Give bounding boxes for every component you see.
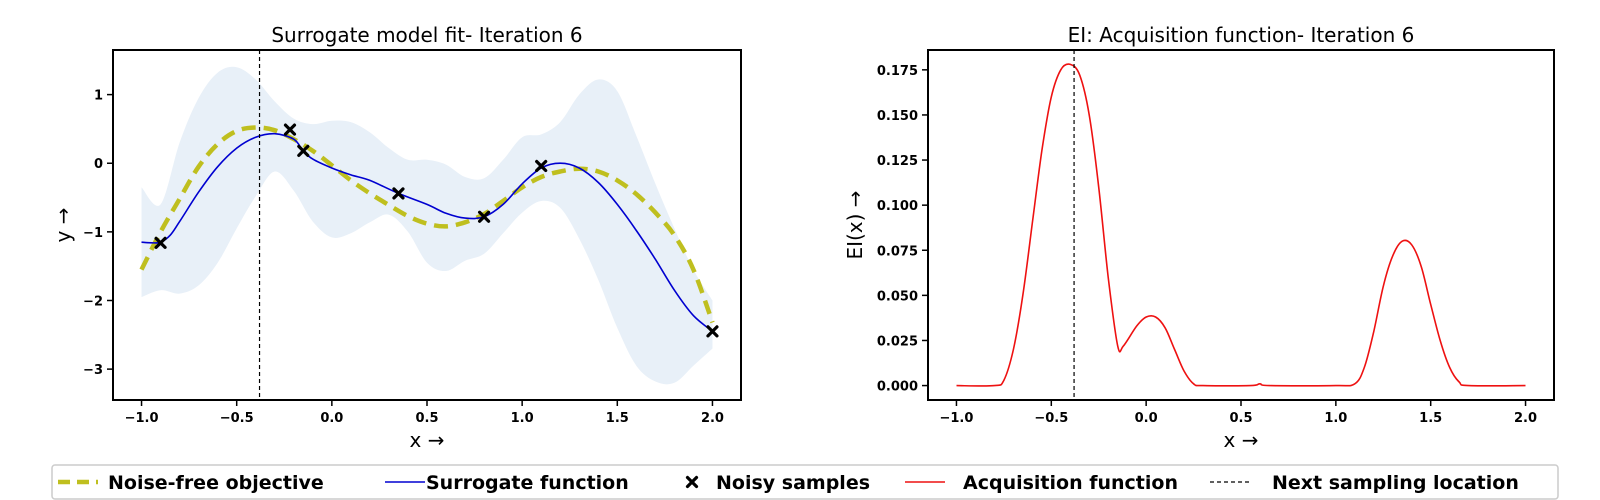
acquisition-y-tick-label: 0.175 [877, 64, 918, 79]
legend-item: Next sampling location [1210, 472, 1519, 494]
uncertainty-band-layer [141, 66, 713, 385]
acquisition-plot: EI: Acquisition function- Iteration 6 −1… [843, 23, 1555, 452]
noise-free-objective-line [139, 125, 715, 324]
noisy-sample-marker [154, 236, 167, 249]
surrogate-x-axis-label: x → [410, 428, 445, 452]
surrogate-x-ticks: −1.0 −0.5 0.0 0.5 1.0 1.5 2.0 [125, 400, 724, 426]
acquisition-x-tick-label: 0.0 [1135, 411, 1158, 426]
surrogate-y-tick-label: 0 [94, 157, 103, 172]
acquisition-y-tick-label: 0.025 [877, 334, 918, 349]
legend-label: Noise-free objective [108, 472, 324, 494]
acquisition-series-layer [956, 50, 1526, 400]
surrogate-x-tick-label: 1.5 [606, 411, 629, 426]
acquisition-y-tick-label: 0.125 [877, 154, 918, 169]
acquisition-x-tick-label: 1.0 [1324, 411, 1347, 426]
legend-item: Acquisition function [905, 472, 1178, 494]
acquisition-y-tick-label: 0.000 [877, 380, 918, 395]
acquisition-y-tick-label: 0.050 [877, 289, 918, 304]
acquisition-y-tick-label: 0.150 [877, 109, 918, 124]
surrogate-x-tick-label: 0.0 [320, 411, 343, 426]
noisy-sample-marker [477, 210, 491, 223]
legend-item: Surrogate function [385, 472, 629, 494]
noisy-sample-marker [297, 144, 310, 157]
surrogate-x-tick-label: 1.0 [511, 411, 534, 426]
legend-label: Acquisition function [963, 472, 1178, 494]
acquisition-x-tick-label: 2.0 [1514, 411, 1537, 426]
surrogate-x-tick-label: 2.0 [701, 411, 724, 426]
acquisition-x-axis-label: x → [1224, 428, 1259, 452]
acquisition-x-tick-label: 0.5 [1229, 411, 1252, 426]
acquisition-x-tick-label: 1.5 [1419, 411, 1442, 426]
surrogate-y-tick-label: −1 [83, 226, 103, 241]
surrogate-y-tick-label: −3 [83, 363, 103, 378]
acquisition-x-tick-label: −0.5 [1034, 411, 1068, 426]
legend-label: Noisy samples [716, 472, 870, 494]
noisy-sample-marker [535, 159, 548, 173]
legend-item: Noisy samples [685, 472, 870, 494]
legend: Noise-free objective Surrogate function No… [51, 464, 1559, 500]
acquisition-plot-title: EI: Acquisition function- Iteration 6 [1068, 23, 1415, 47]
noisy-sample-marker [283, 123, 297, 136]
legend-box [51, 464, 1559, 500]
acquisition-y-tick-label: 0.075 [877, 244, 918, 259]
legend-item: Noise-free objective [58, 472, 324, 494]
surrogate-plot-title: Surrogate model fit- Iteration 6 [271, 23, 582, 47]
surrogate-x-tick-label: −1.0 [125, 411, 159, 426]
surrogate-y-tick-label: −2 [83, 294, 103, 309]
surrogate-plot: Surrogate model fit- Iteration 6 −1.0 −0.… [51, 23, 742, 452]
acquisition-y-tick-label: 0.100 [877, 199, 918, 214]
surrogate-x-tick-label: −0.5 [220, 411, 254, 426]
acquisition-x-tick-label: −1.0 [939, 411, 973, 426]
acquisition-plot-frame [927, 49, 1555, 401]
acquisition-y-ticks: 0.000 0.025 0.050 0.075 0.100 0.125 0.150 0.175 [877, 64, 928, 395]
surrogate-y-axis-label: y → [51, 208, 75, 243]
noisy-samples-layer [154, 123, 719, 338]
acquisition-x-ticks: −1.0 −0.5 0.0 0.5 1.0 1.5 2.0 [939, 400, 1537, 426]
noisy-sample-marker [392, 187, 405, 200]
legend-handle-marker [685, 475, 699, 489]
surrogate-y-tick-label: 1 [94, 89, 103, 104]
legend-label: Next sampling location [1272, 472, 1519, 494]
noisy-sample-marker [706, 325, 719, 338]
surrogate-y-ticks: 1 0 −1 −2 −3 [83, 89, 113, 378]
confidence-band [141, 66, 713, 385]
acquisition-y-axis-label: EI(x) → [843, 190, 867, 259]
legend-label: Surrogate function [426, 472, 629, 494]
acquisition-function-line [956, 63, 1526, 387]
surrogate-x-tick-label: 0.5 [415, 411, 438, 426]
